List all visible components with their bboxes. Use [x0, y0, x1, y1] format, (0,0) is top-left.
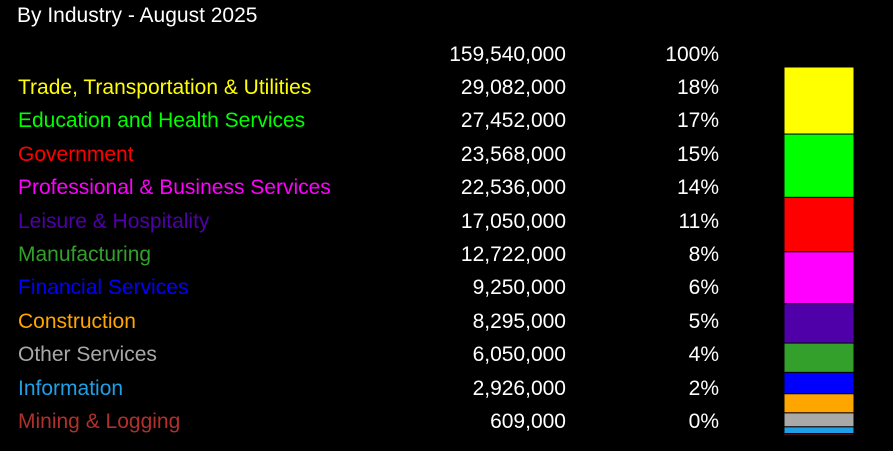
- bar-segment: [783, 196, 855, 253]
- industry-row: Financial Services 9,250,000 6%: [0, 271, 740, 304]
- industry-name: Government: [18, 142, 134, 166]
- industry-name: Manufacturing: [18, 243, 152, 266]
- total-value: 159,540,000: [449, 43, 566, 66]
- industry-value: 609,000: [490, 410, 566, 433]
- bar-segment: [783, 133, 855, 198]
- industry-value: 29,082,000: [460, 76, 566, 99]
- industry-row: Other Services 6,050,000 4%: [0, 338, 740, 371]
- industry-percent: 11%: [678, 209, 719, 233]
- industry-percent: 8%: [688, 243, 719, 266]
- industry-row: Leisure & Hospitality 17,050,000 11%: [0, 205, 740, 238]
- bar-segment: [783, 251, 855, 305]
- total-label: Total Nonfarm: [18, 43, 149, 66]
- industry-row: Professional & Business Services 22,536,0…: [0, 171, 740, 204]
- bar-segment: [783, 412, 855, 428]
- industry-percent: 14%: [676, 176, 719, 200]
- chart-title: By Industry - August 2025: [17, 4, 258, 27]
- industry-row: Government 23,568,000 15%: [0, 138, 740, 171]
- industry-name: Information: [18, 376, 124, 400]
- industry-percent: 4%: [688, 343, 719, 367]
- industry-percent: 18%: [676, 76, 719, 99]
- bar-segment: [783, 66, 855, 135]
- total-row: Total Nonfarm 159,540,000 100%: [0, 38, 740, 71]
- industry-name: Other Services: [18, 343, 157, 367]
- industry-value: 22,536,000: [460, 176, 566, 200]
- industry-value: 27,452,000: [460, 109, 566, 133]
- industry-value: 9,250,000: [472, 276, 566, 300]
- industry-percent: 6%: [688, 276, 719, 300]
- industry-name: Financial Services: [18, 276, 189, 300]
- industry-value: 2,926,000: [472, 376, 566, 400]
- industry-row: Trade, Transportation & Utilities 29,082,…: [0, 71, 740, 104]
- industry-name: Leisure & Hospitality: [18, 209, 210, 233]
- industry-value: 23,568,000: [460, 142, 566, 166]
- industry-name: Trade, Transportation & Utilities: [18, 76, 312, 99]
- industry-value: 17,050,000: [460, 209, 566, 233]
- bar-segment: [783, 342, 855, 373]
- total-percent: 100%: [665, 43, 719, 66]
- industry-name: Professional & Business Services: [18, 176, 331, 200]
- industry-percent: 0%: [688, 410, 719, 433]
- bar-segment: [783, 393, 855, 414]
- industry-row: Information 2,926,000 2%: [0, 372, 740, 405]
- industry-row: Education and Health Services 27,452,000 1…: [0, 104, 740, 137]
- industry-value: 8,295,000: [472, 309, 566, 333]
- industry-row: Mining & Logging 609,000 0%: [0, 405, 740, 438]
- industry-value: 12,722,000: [460, 243, 566, 266]
- industry-percent: 17%: [676, 109, 719, 133]
- bar-segment: [783, 371, 855, 395]
- industry-name: Education and Health Services: [18, 109, 306, 133]
- industry-percent: 15%: [676, 142, 719, 166]
- industry-value: 6,050,000: [472, 343, 566, 367]
- industry-name: Mining & Logging: [18, 410, 181, 433]
- industry-row: Manufacturing 12,722,000 8%: [0, 238, 740, 271]
- industry-percent: 2%: [688, 376, 719, 400]
- bar-segment: [783, 433, 855, 436]
- industry-name: Construction: [18, 309, 136, 333]
- bar-segment: [783, 303, 855, 344]
- industry-percent: 5%: [688, 309, 719, 333]
- bar-segment: [783, 426, 855, 435]
- industry-row: Construction 8,295,000 5%: [0, 305, 740, 338]
